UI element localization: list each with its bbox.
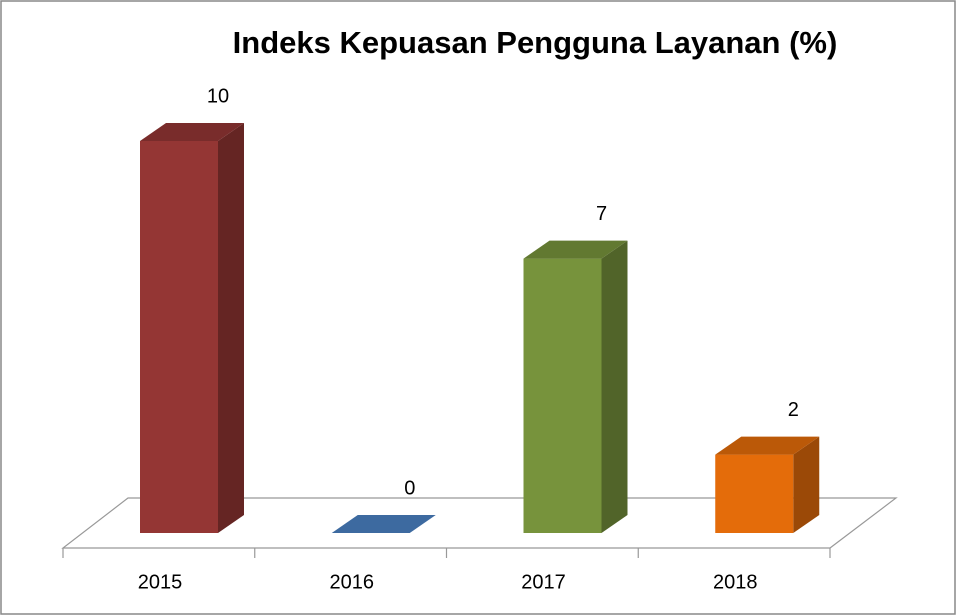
x-tick-label: 2018 (713, 571, 758, 593)
bar-top (715, 436, 820, 455)
value-label: 7 (596, 203, 607, 225)
bar-top (140, 123, 244, 141)
value-label: 10 (207, 85, 229, 107)
bar (715, 454, 794, 533)
bar-top (331, 515, 436, 533)
x-tick-label: 2017 (521, 571, 566, 593)
bar-top (523, 240, 628, 259)
chart-title: Indeks Kepuasan Pengguna Layanan (%) (233, 25, 838, 60)
bar (523, 258, 602, 533)
x-tick-label: 2015 (138, 571, 183, 593)
bar-side (601, 240, 628, 533)
x-tick-label: 2016 (330, 571, 375, 593)
floor (61, 497, 898, 549)
bar-side (218, 123, 244, 533)
bar (140, 141, 218, 533)
bar-side (793, 436, 820, 533)
value-label: 0 (404, 477, 415, 499)
value-label: 2 (788, 399, 799, 421)
